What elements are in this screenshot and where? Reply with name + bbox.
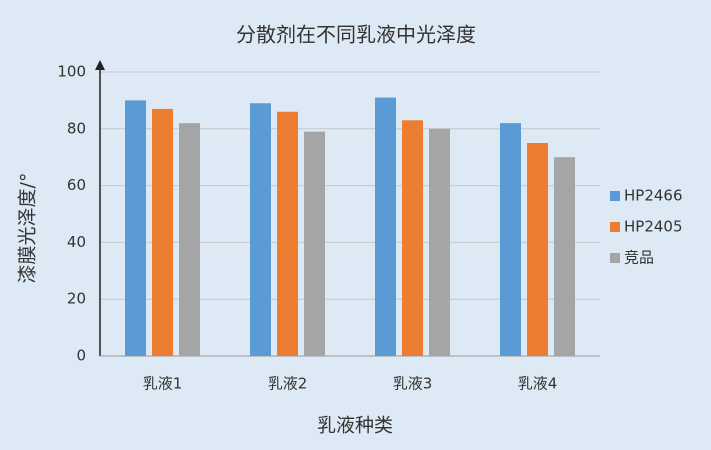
- chart-title: 分散剂在不同乳液中光泽度: [236, 23, 476, 47]
- y-axis-label: 漆膜光泽度/°: [17, 173, 39, 284]
- x-axis-label: 乳液种类: [317, 415, 393, 437]
- bar: [375, 97, 396, 356]
- x-tick-label: 乳液3: [393, 375, 433, 393]
- bar: [402, 120, 423, 356]
- x-tick-label: 乳液1: [143, 375, 183, 393]
- bar: [277, 111, 298, 356]
- legend-swatch: [610, 191, 620, 201]
- legend-swatch: [610, 222, 620, 232]
- y-tick-label: 40: [67, 233, 86, 251]
- legend-swatch: [610, 253, 620, 263]
- bar: [125, 100, 146, 357]
- bar: [304, 131, 325, 356]
- y-tick-label: 60: [67, 176, 86, 194]
- bar: [152, 108, 173, 356]
- x-tick-label: 乳液4: [518, 375, 558, 393]
- legend-label: HP2466: [624, 187, 683, 205]
- legend-label: 竞品: [624, 249, 654, 267]
- y-tick-label: 80: [67, 119, 86, 137]
- bar: [429, 128, 450, 356]
- legend-label: HP2405: [624, 218, 683, 236]
- x-tick-label: 乳液2: [268, 375, 308, 393]
- bar: [527, 143, 548, 356]
- y-tick-label: 0: [76, 347, 86, 365]
- y-axis-arrow: [95, 60, 105, 70]
- bar: [554, 157, 575, 356]
- y-tick-label: 100: [57, 63, 86, 81]
- bar: [250, 103, 271, 357]
- y-tick-label: 20: [67, 290, 86, 308]
- bar: [500, 123, 521, 357]
- bar: [179, 123, 200, 357]
